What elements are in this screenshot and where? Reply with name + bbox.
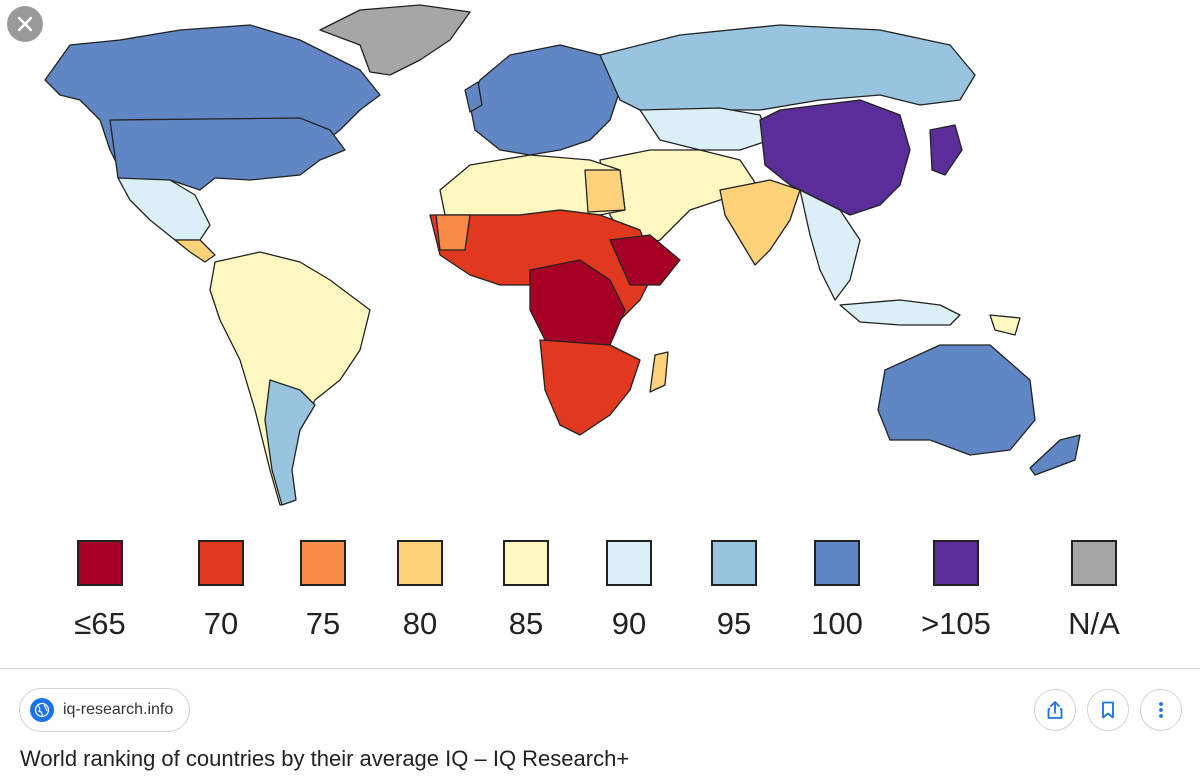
legend-item: ≤65 [40, 535, 160, 642]
legend-label: 75 [305, 606, 341, 641]
legend-swatch [814, 540, 860, 586]
legend-label: 80 [402, 606, 438, 641]
legend-item: 90 [569, 535, 689, 642]
bookmark-icon [1102, 701, 1114, 719]
legend-swatch [77, 540, 123, 586]
legend-swatch [198, 540, 244, 586]
region-australia [877, 344, 1036, 456]
legend-item: 95 [674, 535, 794, 642]
world-map [44, 4, 1081, 506]
source-link[interactable]: iq-research.info [19, 688, 191, 732]
region-europe [469, 44, 621, 156]
region-madagascar [649, 351, 669, 393]
region-japan [929, 124, 963, 176]
region-sahel [435, 214, 471, 251]
legend-swatch [397, 540, 443, 586]
legend-label: 70 [203, 606, 239, 641]
legend-label: N/A [1068, 606, 1120, 641]
close-button[interactable] [7, 6, 43, 42]
divider [0, 668, 1200, 669]
legend-swatch [503, 540, 549, 586]
region-russia [599, 24, 976, 116]
legend-label: 100 [811, 606, 863, 641]
legend-item: 70 [161, 535, 281, 642]
legend-item: N/A [1034, 535, 1154, 642]
legend-label: 85 [508, 606, 544, 641]
legend-label: 95 [716, 606, 752, 641]
region-central-asia [639, 107, 771, 151]
close-icon [17, 16, 33, 32]
more-vertical-icon [1159, 702, 1163, 718]
region-greenland [319, 4, 471, 76]
legend-swatch [933, 540, 979, 586]
region-uk [464, 81, 483, 113]
region-horn-africa [609, 234, 681, 286]
image-viewer: ≤65 70 75 80 85 90 95 100 [0, 4, 1200, 655]
legend-label: ≤65 [74, 606, 126, 641]
share-button[interactable] [1034, 689, 1076, 731]
more-options-button[interactable] [1140, 689, 1182, 731]
legend-swatch [606, 540, 652, 586]
region-southern-africa [539, 339, 641, 436]
region-central-america [174, 239, 216, 263]
region-india [719, 179, 801, 266]
result-title[interactable]: World ranking of countries by their aver… [20, 746, 630, 771]
legend-swatch [300, 540, 346, 586]
legend-label: 90 [611, 606, 647, 641]
legend-item: 100 [777, 535, 897, 642]
region-indonesia [839, 299, 961, 326]
legend-item: >105 [896, 535, 1016, 642]
legend-swatch [711, 540, 757, 586]
bookmark-button[interactable] [1087, 689, 1129, 731]
legend-label: >105 [921, 606, 991, 641]
region-png [989, 314, 1021, 336]
source-domain: iq-research.info [63, 701, 174, 718]
legend-swatch [1071, 540, 1117, 586]
legend-item: 75 [263, 535, 383, 642]
region-china [759, 99, 911, 216]
share-icon [1047, 701, 1063, 719]
region-argentina [264, 379, 316, 506]
region-new-zealand [1029, 434, 1081, 476]
globe-icon [30, 698, 54, 722]
legend-item: 85 [466, 535, 586, 642]
region-se-asia [799, 189, 861, 301]
legend: ≤65 70 75 80 85 90 95 100 [0, 535, 1200, 655]
legend-item: 80 [360, 535, 480, 642]
region-egypt [584, 169, 626, 213]
